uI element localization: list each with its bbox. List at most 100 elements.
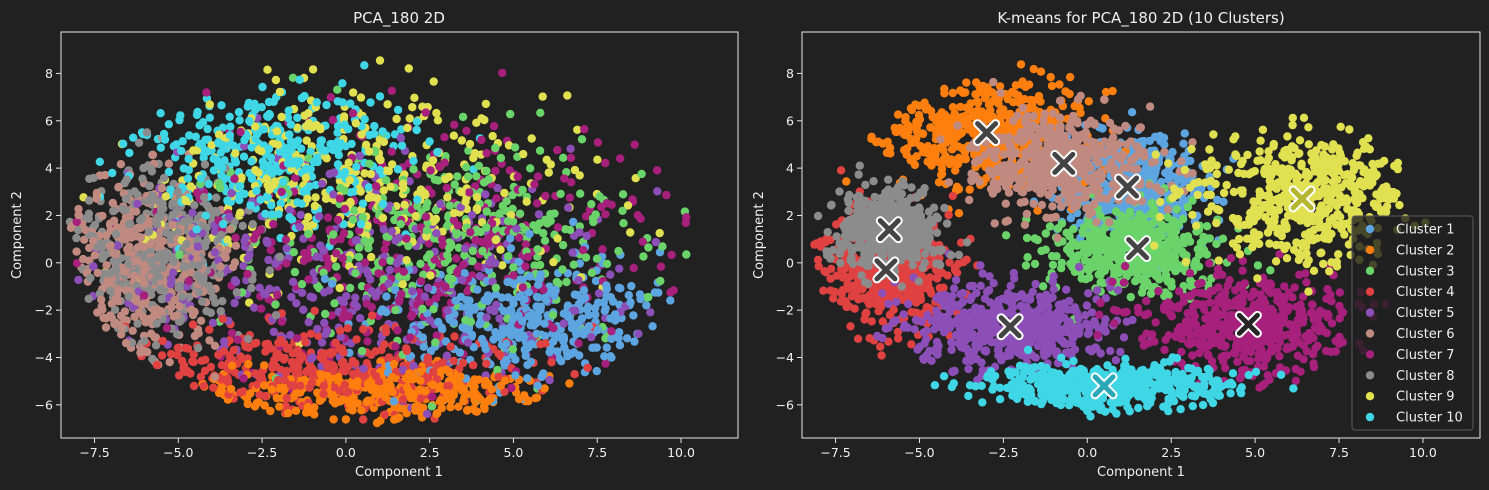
- data-point: [180, 262, 189, 271]
- data-point: [411, 373, 420, 382]
- data-point: [656, 262, 666, 271]
- data-point: [230, 298, 239, 308]
- data-point: [303, 212, 313, 222]
- data-point: [424, 239, 433, 248]
- data-point: [472, 172, 481, 181]
- data-point: [360, 115, 369, 124]
- data-point: [114, 285, 123, 294]
- data-point: [209, 383, 218, 392]
- data-point: [209, 166, 219, 175]
- data-point: [245, 116, 254, 126]
- data-point: [476, 395, 485, 404]
- data-point: [120, 307, 130, 316]
- data-point: [580, 125, 589, 134]
- data-point: [482, 166, 491, 176]
- data-point: [540, 319, 549, 328]
- data-point: [95, 157, 105, 166]
- data-point: [350, 206, 359, 215]
- data-point: [533, 245, 542, 254]
- data-point: [662, 190, 671, 200]
- data-point: [454, 402, 463, 411]
- data-point: [1036, 67, 1046, 76]
- data-point: [205, 325, 214, 334]
- data-point: [231, 233, 240, 242]
- data-point: [463, 338, 473, 347]
- data-point: [260, 361, 269, 370]
- data-point: [331, 262, 341, 271]
- data-point: [458, 112, 468, 122]
- data-point: [363, 337, 372, 346]
- data-point: [615, 341, 625, 350]
- data-point: [348, 356, 357, 366]
- data-point: [410, 93, 419, 103]
- data-point: [303, 402, 313, 412]
- data-point: [370, 129, 379, 138]
- data-point: [336, 235, 345, 244]
- y-tick-label: −6: [35, 397, 53, 412]
- data-point: [592, 254, 602, 263]
- data-point: [326, 93, 335, 102]
- data-point: [405, 114, 414, 123]
- data-point: [622, 334, 632, 343]
- data-point: [1084, 97, 1094, 106]
- data-point: [639, 252, 648, 261]
- data-point: [321, 330, 330, 339]
- data-point: [388, 373, 397, 382]
- data-point: [338, 98, 347, 107]
- data-point: [419, 342, 428, 351]
- data-point: [336, 326, 345, 335]
- data-point: [274, 210, 283, 219]
- data-point: [614, 283, 624, 292]
- data-point: [471, 407, 480, 416]
- data-point: [402, 346, 412, 355]
- data-point: [449, 131, 459, 140]
- y-tick-label: 8: [45, 66, 53, 81]
- data-point: [548, 337, 558, 346]
- data-point: [469, 361, 478, 370]
- data-point: [136, 223, 145, 233]
- data-point: [558, 240, 568, 250]
- data-point: [79, 254, 88, 264]
- data-point: [533, 172, 543, 181]
- data-point: [593, 155, 602, 164]
- data-point: [344, 397, 353, 406]
- data-point: [247, 174, 257, 183]
- data-point: [362, 299, 371, 308]
- data-point: [152, 360, 162, 370]
- data-point: [329, 394, 338, 403]
- data-point: [481, 190, 490, 199]
- data-point: [627, 281, 636, 291]
- data-point: [598, 245, 607, 254]
- data-point: [461, 316, 470, 325]
- data-point: [286, 380, 296, 390]
- data-point: [464, 172, 473, 181]
- data-point: [277, 317, 286, 326]
- data-point: [203, 124, 212, 134]
- data-point: [300, 248, 309, 258]
- data-point: [181, 367, 190, 377]
- data-point: [202, 237, 211, 246]
- data-point: [349, 88, 358, 97]
- data-point: [211, 298, 220, 307]
- data-point: [523, 252, 532, 262]
- data-point: [306, 354, 316, 364]
- data-point: [1030, 259, 1040, 269]
- data-point: [173, 343, 182, 352]
- data-point: [479, 178, 489, 187]
- data-point: [276, 335, 285, 345]
- data-point: [136, 233, 145, 242]
- data-point: [236, 127, 245, 137]
- data-point: [257, 103, 266, 112]
- data-point: [247, 157, 256, 166]
- data-point: [509, 295, 518, 305]
- data-point: [214, 130, 224, 139]
- data-point: [379, 137, 389, 147]
- data-point: [302, 367, 312, 376]
- data-point: [261, 290, 270, 299]
- data-point: [1057, 264, 1066, 273]
- data-point: [408, 103, 417, 112]
- data-point: [554, 353, 563, 362]
- data-point: [542, 155, 551, 164]
- data-point: [108, 168, 117, 178]
- data-point: [284, 143, 293, 153]
